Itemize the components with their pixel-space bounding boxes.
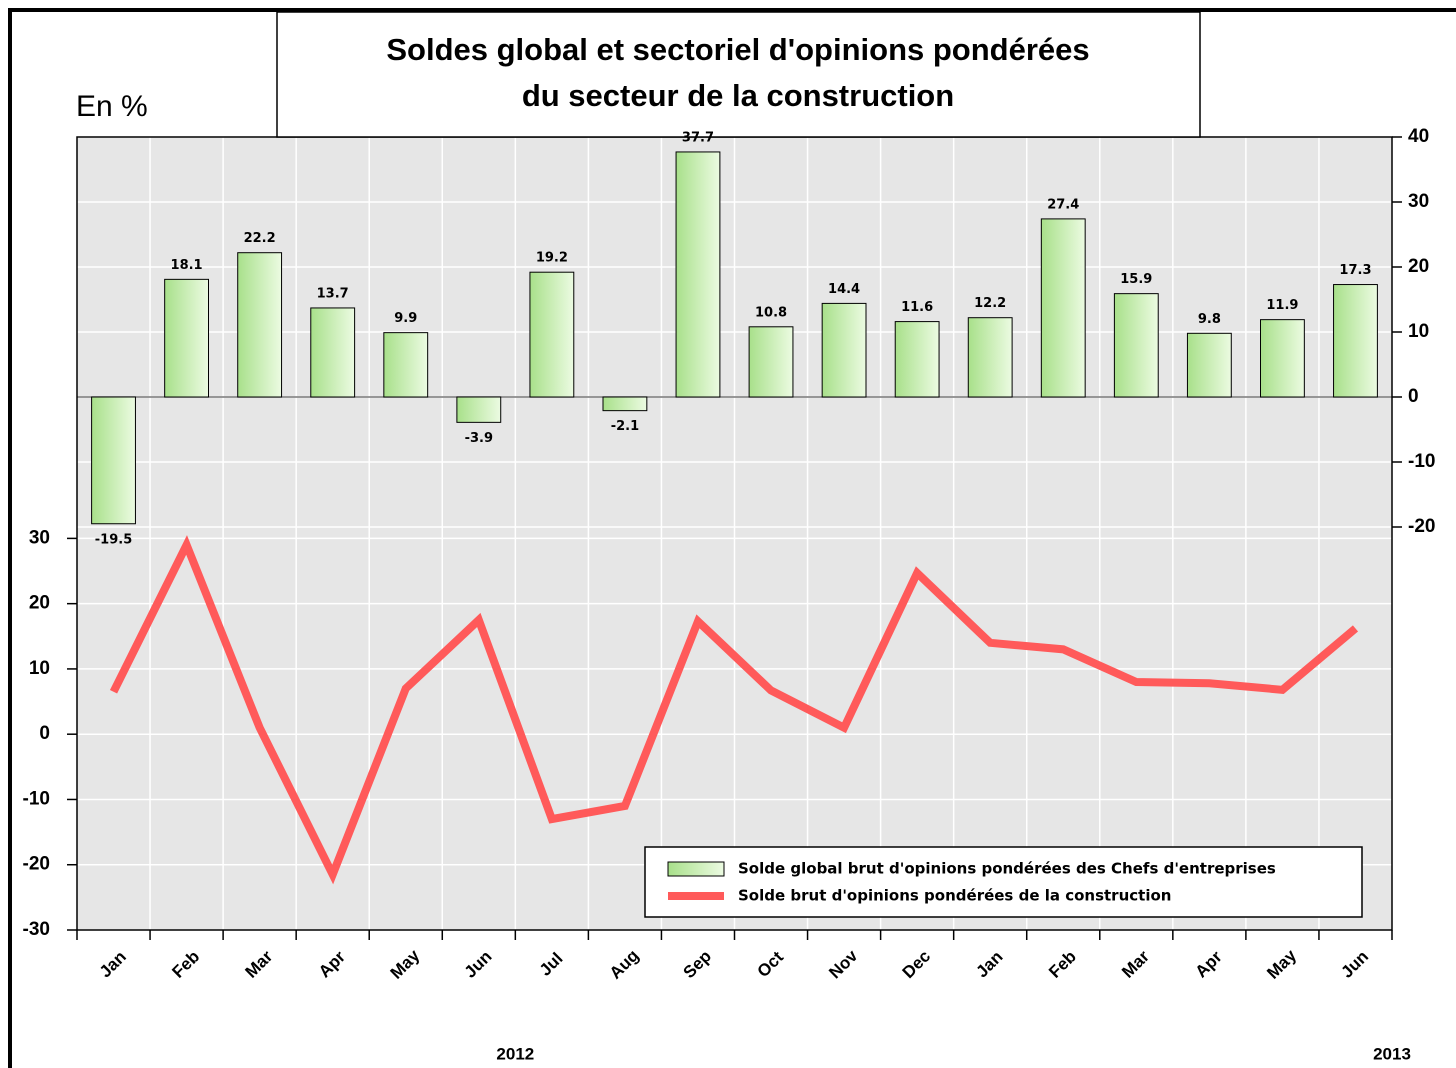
- frame: [8, 8, 1456, 1068]
- y-tick-label: -20: [23, 854, 50, 875]
- bar: [894, 321, 940, 398]
- bar: [310, 307, 356, 398]
- bar: [237, 252, 283, 398]
- value-label: 22.2: [244, 231, 276, 246]
- y2-tick-label: 40: [1408, 126, 1429, 147]
- value-label: 13.7: [317, 286, 349, 301]
- legend-swatch: [667, 861, 725, 877]
- x-tick-label: Mar: [242, 947, 277, 982]
- year-label: 2012: [496, 1044, 534, 1063]
- legend-label: Solde brut d'opinions pondérées de la co…: [738, 887, 1171, 905]
- value-label: 9.9: [394, 311, 417, 326]
- bar: [1113, 293, 1159, 398]
- value-label: -19.5: [95, 532, 132, 547]
- value-label: 11.9: [1266, 298, 1298, 313]
- year-label: 2013: [1373, 1044, 1411, 1063]
- y2-tick-label: -20: [1408, 516, 1435, 537]
- y-axis-label: En %: [76, 90, 148, 123]
- bar: [967, 317, 1013, 398]
- bar: [602, 396, 648, 412]
- x-tick-label: Mar: [1118, 947, 1153, 982]
- y-tick-label: 30: [29, 527, 50, 548]
- value-label: -2.1: [611, 419, 639, 434]
- y2-tick-label: 0: [1408, 386, 1419, 407]
- bar: [748, 326, 794, 398]
- y-tick-label: 0: [39, 723, 50, 744]
- y-tick-label: 10: [29, 658, 50, 679]
- x-tick-label: Jan: [972, 947, 1006, 981]
- bar: [456, 396, 502, 423]
- bar: [91, 396, 136, 525]
- value-label: 27.4: [1047, 197, 1079, 212]
- x-tick-label: Sep: [680, 947, 715, 982]
- line: [109, 535, 1359, 885]
- value-label: 11.6: [901, 300, 933, 315]
- legend: [644, 846, 1363, 918]
- x-tick-label: Apr: [1192, 947, 1226, 981]
- value-label: 9.8: [1198, 312, 1221, 327]
- bar: [1333, 284, 1378, 398]
- y-tick-label: -10: [23, 788, 50, 809]
- legend-label: Solde global brut d'opinions pondérées d…: [738, 860, 1276, 878]
- value-label: 14.4: [828, 282, 860, 297]
- x-tick-label: Dec: [899, 947, 934, 982]
- x-tick-label: May: [387, 945, 424, 982]
- x-tick-label: Feb: [168, 947, 203, 982]
- x-tick-label: May: [1263, 945, 1300, 982]
- x-tick-label: Jun: [1337, 947, 1372, 982]
- value-label: -3.9: [465, 431, 493, 446]
- value-label: 15.9: [1120, 272, 1152, 287]
- chart-title: du secteur de la construction: [522, 78, 954, 113]
- chart-title: Soldes global et sectoriel d'opinions po…: [386, 32, 1089, 67]
- value-label: 18.1: [171, 258, 203, 273]
- y2-tick-label: -10: [1408, 451, 1435, 472]
- x-tick-label: Apr: [315, 947, 349, 981]
- bar: [164, 278, 210, 398]
- x-tick-label: Feb: [1045, 947, 1080, 982]
- value-label: 19.2: [536, 251, 568, 266]
- bar: [675, 151, 721, 398]
- value-label: 12.2: [974, 296, 1006, 311]
- bar: [821, 302, 867, 398]
- y-tick-label: 20: [29, 593, 50, 614]
- value-label: 17.3: [1339, 263, 1371, 278]
- title-box: [276, 11, 1201, 138]
- x-tick-label: Jan: [96, 947, 130, 981]
- value-label: 10.8: [755, 305, 787, 320]
- bar: [1040, 218, 1086, 398]
- x-tick-label: Aug: [606, 946, 643, 983]
- bar: [1186, 332, 1232, 398]
- y2-tick-label: 20: [1408, 256, 1429, 277]
- y-tick-label: -30: [23, 919, 50, 940]
- y2-tick-label: 30: [1408, 191, 1429, 212]
- y2-tick-label: 10: [1408, 321, 1429, 342]
- bar: [529, 271, 575, 398]
- x-tick-label: Nov: [825, 946, 862, 983]
- value-label: 37.7: [682, 130, 714, 145]
- x-tick-label: Oct: [754, 947, 788, 981]
- bar: [1260, 319, 1305, 398]
- x-tick-label: Jul: [536, 949, 567, 980]
- bar: [383, 332, 429, 398]
- x-tick-label: Jun: [461, 947, 496, 982]
